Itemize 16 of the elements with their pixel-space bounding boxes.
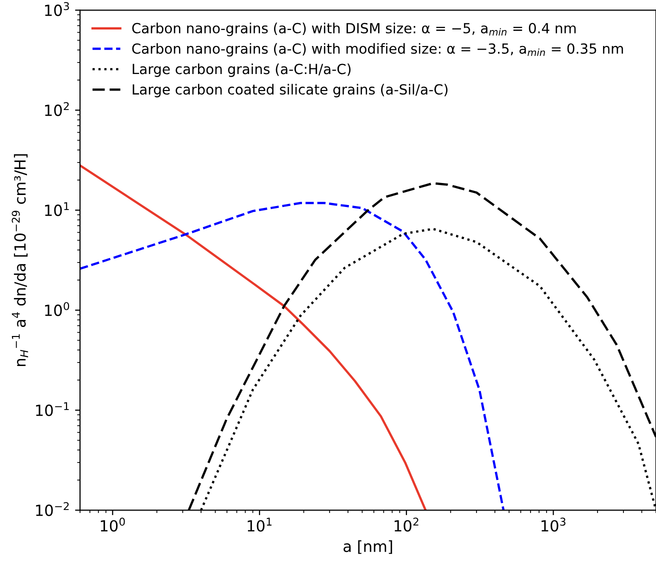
x-tick-label: 10$^{3}$ [542, 518, 566, 532]
legend-label: Carbon nano-grains (a-C) with modified size: α = −3.5, a$_{min}$ = 0.35 nm [132, 43, 623, 57]
y-axis-title: n$_{H}$$^{−1}$ a$^{4}$ dn/da [10$^{−29}$ cm³/H] [12, 154, 28, 366]
y-tick-label: 10$^{0}$ [45, 302, 70, 316]
x-tick-label: 10$^{1}$ [248, 518, 272, 532]
x-tick-label: 10$^{0}$ [100, 518, 125, 532]
y-tick-label: 10$^{1}$ [45, 202, 69, 216]
legend-label: Large carbon coated silicate grains (a-Sil/a-C) [132, 84, 448, 98]
y-tick-label: 10$^{−1}$ [36, 402, 69, 416]
x-tick-label: 10$^{2}$ [394, 518, 418, 532]
y-tick-label: 10$^{3}$ [45, 2, 69, 16]
y-tick-label: 10$^{2}$ [45, 102, 69, 116]
y-tick-label: 10$^{−2}$ [36, 502, 69, 516]
x-axis-title: a [nm] [344, 540, 392, 554]
legend-label: Large carbon grains (a-C:H/a-C) [132, 64, 351, 77]
legend-label: Carbon nano-grains (a-C) with DISM size: α = −5, a$_{min}$ = 0.4 nm [132, 22, 576, 36]
